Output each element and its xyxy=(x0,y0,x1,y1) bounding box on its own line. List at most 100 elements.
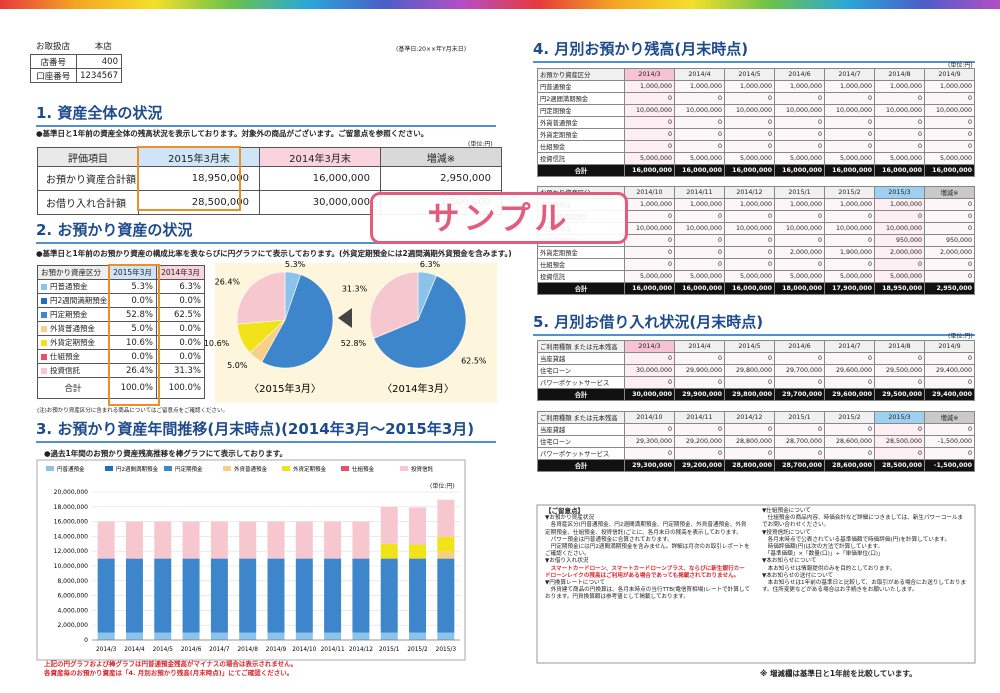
branch-name: 本店 xyxy=(94,42,112,52)
cell: 0 xyxy=(724,116,775,129)
notes-footer: ※ 増減欄は基準日と1年前を比較しています。 xyxy=(760,669,917,678)
bar-segment xyxy=(295,632,313,640)
cell: パワーポケットサービス xyxy=(537,447,625,460)
section-note: ●基準日と1年前の資産全体の残高状況を表示しております。対象外の商品がございます… xyxy=(36,129,429,138)
warning: 上記の円グラフおよび棒グラフは円普通預金残高がマイナスの場合は表示されません。 xyxy=(44,660,298,668)
warning: 各資産毎のお預かり資産は「4. 月別お預かり残高(月末時点)」にてご確認ください… xyxy=(44,669,294,677)
cell: 口座番号 xyxy=(30,68,77,83)
cell: 0 xyxy=(824,210,875,223)
cell: 0 xyxy=(774,352,825,365)
bar-segment xyxy=(125,558,143,633)
cell: 0 xyxy=(824,116,875,129)
notes-left: 【ご留意点】 ▼お預かり資産状況 各資産区分(円普通預金、円2週間満期預金、円定… xyxy=(545,507,750,602)
total-cell: -1,500,000 xyxy=(924,459,975,472)
cell: 0 xyxy=(924,376,975,389)
x-tick-label: 2014/11 xyxy=(321,647,345,653)
bar-segment xyxy=(380,543,398,559)
total-cell: 2,950,000 xyxy=(924,282,975,295)
y-tick-label: 16,000,000 xyxy=(54,519,89,526)
bar-segment xyxy=(210,632,228,640)
category: 外貨定期預金 xyxy=(50,338,95,347)
section-title: 1. 資産全体の状況 xyxy=(36,102,496,127)
x-tick-label: 2014/6 xyxy=(181,647,202,653)
cell: 10,000,000 xyxy=(624,222,675,235)
cell: 2,000,000 xyxy=(924,246,975,259)
cell: 5,000,000 xyxy=(674,152,725,165)
pie-label: 5.0% xyxy=(227,361,248,370)
cell: 0 xyxy=(724,258,775,271)
legend-swatch xyxy=(400,466,408,471)
header-cell: ご利用種類 または元本残高 xyxy=(537,411,625,424)
cell: 0.0% xyxy=(156,293,205,308)
cell: 29,700,000 xyxy=(774,364,825,377)
cell: お借り入れ合計額 xyxy=(37,190,139,215)
cell: 円定期預金 xyxy=(537,104,625,117)
legend-swatch xyxy=(282,466,290,471)
cell: 0 xyxy=(624,140,675,153)
cell: 0 xyxy=(824,423,875,436)
cell: 5,000,000 xyxy=(774,270,825,283)
cell: 29,300,000 xyxy=(624,435,675,448)
cell: 10,000,000 xyxy=(824,104,875,117)
header-cell: 2014/11 xyxy=(674,411,725,424)
cell: 1,000,000 xyxy=(724,198,775,211)
unit: (単位:円) xyxy=(948,333,973,340)
cell: 0 xyxy=(924,140,975,153)
cell: 1,000,000 xyxy=(624,198,675,211)
category: 円2週間満期預金 xyxy=(50,296,108,305)
pie-label: 52.8% xyxy=(341,339,367,348)
bar-segment xyxy=(324,632,342,640)
cell: 0 xyxy=(874,116,925,129)
pie-label: 31.3% xyxy=(342,284,368,293)
row: 外貨定期預金 0 0 0 2,000,000 1,900,000 2,000,000 2,00… xyxy=(537,246,975,259)
bar-segment xyxy=(409,558,427,633)
total-cell: 28,800,000 xyxy=(724,459,775,472)
cell: 0 xyxy=(624,246,675,259)
total-cell: 16,000,000 xyxy=(624,164,675,177)
total-cell: 18,950,000 xyxy=(874,282,925,295)
bar-segment xyxy=(182,558,200,633)
total-cell: 合計 xyxy=(537,459,625,472)
cell: 0 xyxy=(774,210,825,223)
cell: 5,000,000 xyxy=(724,152,775,165)
note-line: ▼お借り入れ状況 xyxy=(545,558,589,565)
x-tick-label: 2015/1 xyxy=(379,647,400,653)
row: 仕組預金 0 0 0 0 0 0 0 xyxy=(537,140,975,153)
note-line: 時価評価額(円)は次の方法で計算しています。 xyxy=(762,544,884,551)
cell: 店番号 xyxy=(30,54,77,69)
cell: 0 xyxy=(874,258,925,271)
legend-label: 投資信託 xyxy=(411,465,434,473)
footnote: (注)お預かり資産区分に含まれる商品についてはご留意点をご確認ください。 xyxy=(37,408,229,414)
header-cell: 2015/1 xyxy=(774,186,825,199)
highlight-box xyxy=(108,264,160,406)
cell: 0 xyxy=(674,128,725,141)
cell: 5,000,000 xyxy=(624,270,675,283)
cell: 0 xyxy=(874,140,925,153)
header-cell: 2014/5 xyxy=(724,340,775,353)
y-tick-label: 4,000,000 xyxy=(57,607,88,614)
header-cell: 2015/3 xyxy=(874,411,925,424)
swatch xyxy=(41,340,47,346)
cell: 投資信託 xyxy=(537,270,625,283)
bar-segment xyxy=(324,521,342,559)
bar-segment xyxy=(97,558,115,633)
section-title: 4. 月別お預かり残高(月末時点) xyxy=(533,38,975,63)
legend-swatch xyxy=(164,466,172,471)
sample-stamp: サンプル xyxy=(370,192,628,244)
row: 仕組預金 0 0 0 0 0 0 0 xyxy=(537,258,975,271)
note-line: 外貨建て商品の円換算は、各月末時点の当行TTB(電信買相場)レートで計算しており… xyxy=(545,587,750,601)
cell: 0 xyxy=(824,140,875,153)
row: 外貨普通預金 5.0% 0.0% xyxy=(37,321,205,336)
legend-label: 円定期預金 xyxy=(175,465,203,473)
note-line: ▼本お知らせの送付について xyxy=(762,572,834,579)
total-cell: 29,500,000 xyxy=(874,388,925,401)
pie-label: 5.3% xyxy=(285,260,306,269)
cell: 30,000,000 xyxy=(624,364,675,377)
total-cell: 16,000,000 xyxy=(874,164,925,177)
bar-segment xyxy=(437,632,455,640)
cell: 10,000,000 xyxy=(874,222,925,235)
header-cell: 2014/4 xyxy=(674,68,725,81)
cell: 0 xyxy=(874,352,925,365)
highlight-box xyxy=(137,146,241,211)
cell: 2,000,000 xyxy=(874,246,925,259)
